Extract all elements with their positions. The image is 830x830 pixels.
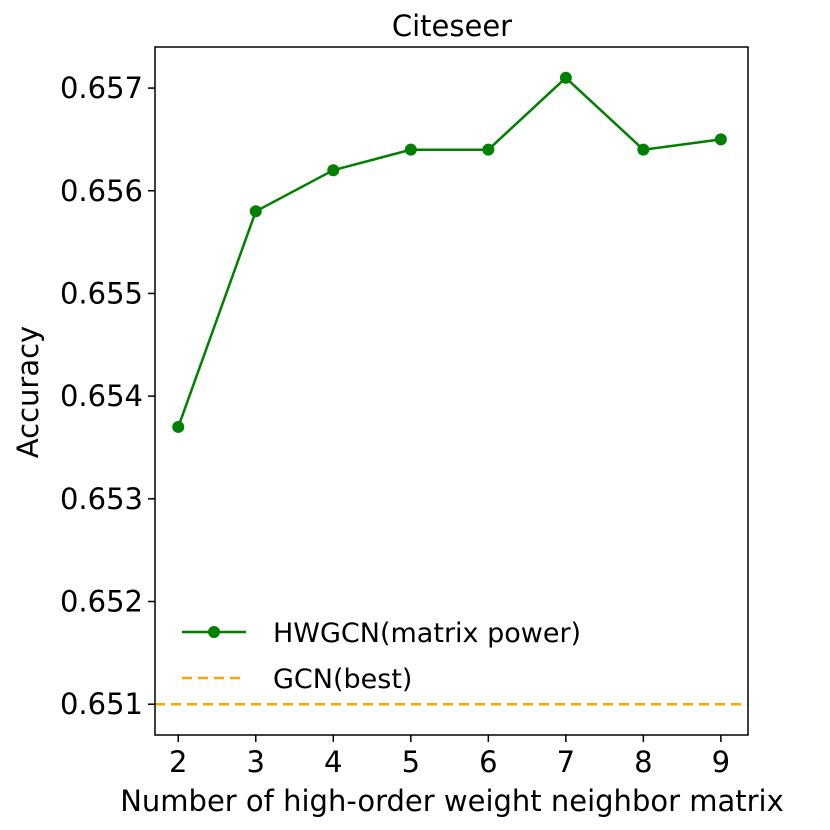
y-tick-label: 0.651 [60,687,143,721]
hwgcn-point [249,205,262,218]
legend: HWGCN(matrix power) GCN(best) [182,618,581,695]
chart-title: Citeseer [392,9,512,43]
x-tick-label: 6 [479,745,497,779]
legend-label-hwgcn: HWGCN(matrix power) [273,618,581,649]
y-tick-label: 0.657 [60,71,143,105]
x-tick-label: 8 [634,745,652,779]
y-axis: 0.651 0.652 0.653 0.654 0.655 0.656 0.657 [60,71,155,721]
x-tick-label: 5 [402,745,420,779]
hwgcn-point [637,143,650,156]
hwgcn-point [404,143,417,156]
y-tick-label: 0.654 [60,379,143,413]
y-tick-label: 0.656 [60,174,143,208]
hwgcn-series-line [177,76,722,428]
x-tick-label: 4 [324,745,342,779]
x-tick-label: 9 [712,745,730,779]
y-tick-label: 0.653 [60,482,143,516]
hwgcn-point [327,164,340,177]
x-tick-label: 7 [557,745,575,779]
y-tick-label: 0.652 [60,585,143,619]
hwgcn-point [172,420,185,433]
hwgcn-point [714,133,727,146]
x-tick-label: 2 [169,745,187,779]
x-axis-label: Number of high-order weight neighbor mat… [120,784,784,818]
legend-marker-hwgcn [208,626,220,638]
y-tick-label: 0.655 [60,276,143,310]
hwgcn-point [482,143,495,156]
legend-label-gcn: GCN(best) [273,664,412,695]
plot-area [155,71,748,706]
y-axis-label: Accuracy [11,326,45,458]
plot-frame [154,46,749,736]
hwgcn-point [559,71,572,84]
x-tick-label: 3 [247,745,265,779]
x-axis: 2 3 4 5 6 7 8 9 [169,735,730,779]
